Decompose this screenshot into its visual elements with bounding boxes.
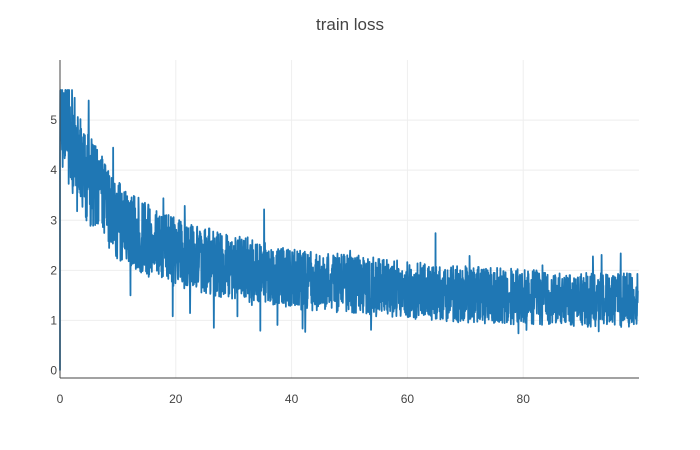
grid-layer — [60, 60, 639, 378]
y-tick-label: 4 — [50, 163, 57, 177]
series-line — [59, 89, 639, 371]
y-tick-label: 0 — [50, 363, 57, 377]
x-tick-label: 20 — [169, 392, 183, 406]
y-tick-label: 1 — [50, 313, 57, 327]
y-tick-label: 2 — [50, 263, 57, 277]
series-layer — [59, 89, 639, 371]
axes-layer — [59, 60, 639, 379]
x-tick-label: 80 — [517, 392, 531, 406]
x-tick-label: 40 — [285, 392, 299, 406]
x-tick-label: 60 — [401, 392, 415, 406]
x-tick-label: 0 — [57, 392, 64, 406]
y-tick-label: 3 — [50, 213, 57, 227]
y-tick-label: 5 — [50, 113, 57, 127]
chart-title: train loss — [316, 15, 384, 34]
ticks-layer: 0 20 40 60 80 0 1 2 3 4 5 — [50, 113, 530, 406]
